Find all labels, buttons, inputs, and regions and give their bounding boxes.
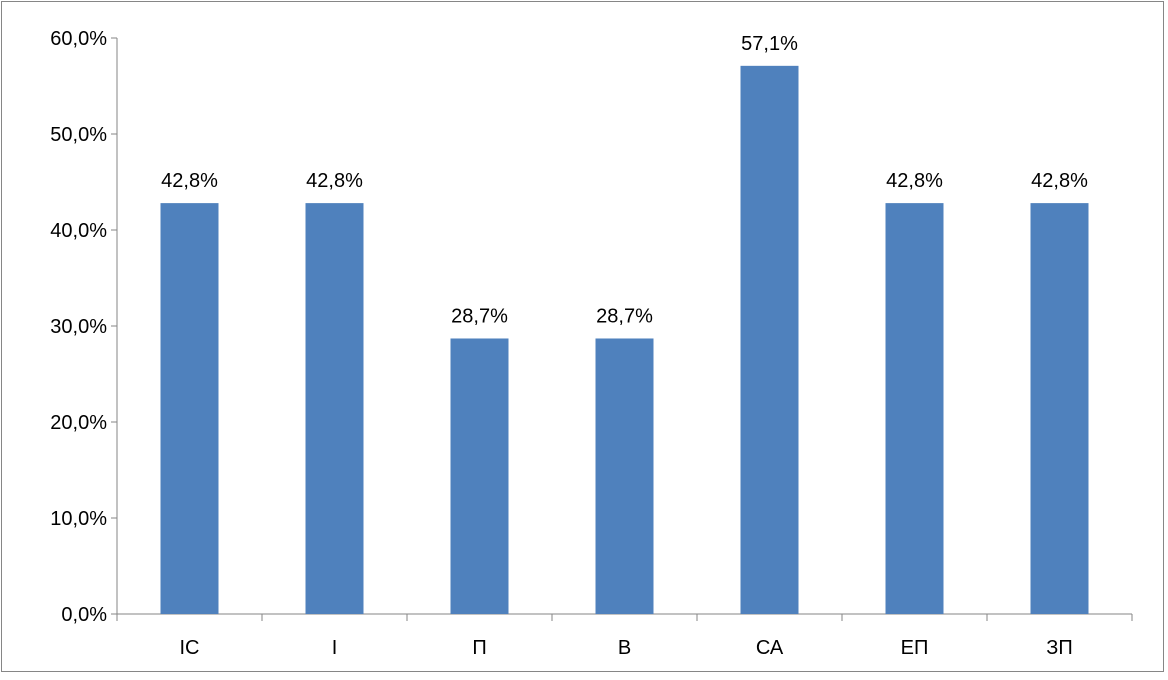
x-tick-label: ЗП — [1046, 637, 1072, 659]
y-tick-label: 20,0% — [50, 412, 107, 434]
x-tick-label: ЕП — [901, 637, 929, 659]
y-tick-label: 60,0% — [50, 28, 107, 50]
data-label: 42,8% — [886, 170, 943, 192]
bar — [1030, 203, 1089, 614]
y-tick-label: 40,0% — [50, 220, 107, 242]
data-label: 42,8% — [161, 170, 218, 192]
bar — [305, 203, 364, 614]
bar — [740, 65, 799, 615]
y-tick-label: 30,0% — [50, 316, 107, 338]
bars — [160, 65, 1089, 615]
y-tick-label: 10,0% — [50, 508, 107, 530]
data-label: 57,1% — [741, 33, 798, 55]
bar — [160, 203, 219, 614]
y-tick-label: 50,0% — [50, 124, 107, 146]
x-tick-label: В — [618, 637, 631, 659]
data-labels: 42,8% 42,8% 28,7% 28,7% 57,1% 42,8% 42,8% — [161, 33, 1088, 328]
y-tick-label: 0,0% — [61, 604, 107, 626]
data-label: 42,8% — [306, 170, 363, 192]
x-tick-label: ІС — [180, 637, 200, 659]
x-tick-label: І — [332, 637, 338, 659]
data-label: 42,8% — [1031, 170, 1088, 192]
x-tick-label: П — [472, 637, 486, 659]
y-axis: 0,0% 10,0% 20,0% 30,0% 40,0% 50,0% 60,0% — [50, 28, 118, 626]
data-label: 28,7% — [451, 305, 508, 327]
bar — [885, 203, 944, 614]
bar — [450, 338, 509, 614]
x-tick-label: СА — [756, 637, 784, 659]
data-label: 28,7% — [596, 305, 653, 327]
bar — [595, 338, 654, 614]
